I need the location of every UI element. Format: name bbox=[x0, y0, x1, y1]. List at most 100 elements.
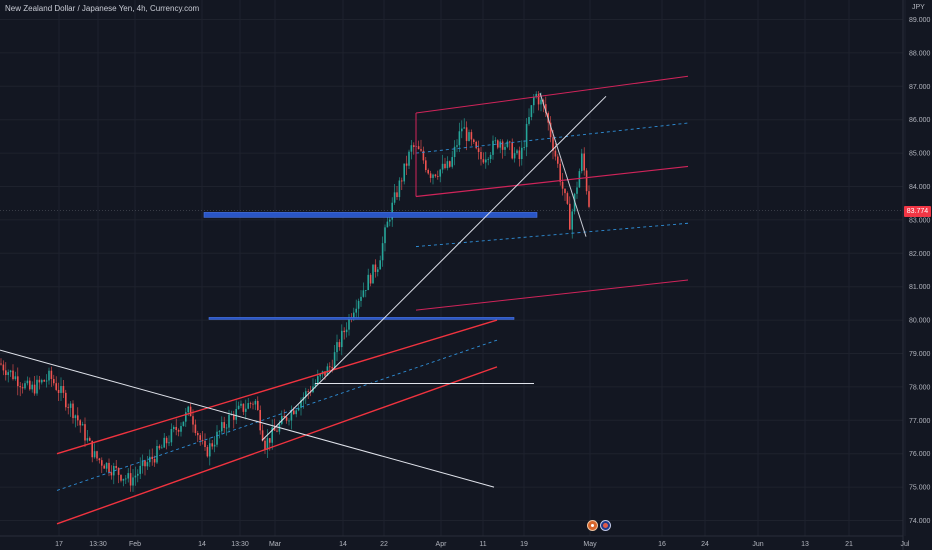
candle-body bbox=[533, 97, 535, 106]
channel-pink-lower bbox=[415, 279, 689, 311]
candle-body bbox=[523, 147, 525, 148]
candle-body bbox=[91, 440, 93, 458]
price-axis[interactable]: 89.000 88.000 87.000 86.000 85.000 84.000 83.0… bbox=[909, 17, 931, 525]
candle-body bbox=[55, 383, 57, 390]
candle-body bbox=[153, 459, 156, 463]
candle-body bbox=[530, 105, 533, 118]
candle-body bbox=[317, 376, 319, 384]
candle-body bbox=[314, 383, 317, 387]
candle-body bbox=[336, 342, 338, 353]
candle-body bbox=[242, 403, 245, 412]
candle-body bbox=[449, 161, 451, 167]
candles bbox=[0, 91, 590, 492]
candle-body bbox=[473, 139, 475, 142]
candle-body bbox=[139, 465, 141, 474]
candle-body bbox=[187, 406, 189, 413]
candle-body bbox=[12, 370, 14, 380]
candle-body bbox=[477, 148, 480, 152]
candle-body bbox=[492, 140, 494, 155]
candle-body bbox=[367, 274, 369, 291]
candle-body bbox=[240, 403, 242, 406]
candle-body bbox=[552, 137, 554, 151]
candle-body bbox=[223, 422, 225, 428]
candle-body bbox=[396, 192, 398, 198]
candle-body bbox=[307, 391, 309, 393]
candle-body bbox=[276, 430, 278, 432]
candle-body bbox=[129, 473, 132, 486]
symbol-title: New Zealand Dollar / Japanese Yen, 4h, C… bbox=[5, 4, 200, 13]
candle-body bbox=[463, 127, 465, 129]
time-axis[interactable]: 17 13:30 Feb 14 13:30 Mar 14 22 Apr 11 19 May 16 24 Ju… bbox=[55, 541, 910, 548]
candle-body bbox=[175, 426, 177, 430]
candle-body bbox=[379, 260, 381, 270]
candle-body bbox=[297, 407, 300, 411]
candle-body bbox=[206, 446, 209, 457]
candle-body bbox=[451, 157, 453, 167]
candle-body bbox=[468, 132, 470, 141]
y-tick-label: 89.000 bbox=[909, 17, 931, 24]
candle-body bbox=[348, 317, 350, 330]
candle-body bbox=[17, 376, 19, 387]
drawings[interactable] bbox=[0, 75, 689, 525]
candle-body bbox=[389, 219, 391, 222]
candle-body bbox=[504, 146, 506, 150]
x-tick-label: 21 bbox=[845, 541, 853, 548]
candle-body bbox=[33, 384, 36, 394]
candle-body bbox=[588, 191, 590, 207]
x-tick-label: Jul bbox=[901, 541, 910, 548]
candle-body bbox=[341, 330, 343, 348]
candle-body bbox=[0, 363, 2, 365]
candle-body bbox=[324, 371, 326, 376]
candle-body bbox=[501, 141, 504, 150]
y-tick-label: 84.000 bbox=[909, 184, 931, 191]
candle-body bbox=[19, 386, 21, 388]
economic-event-icon[interactable] bbox=[600, 520, 611, 531]
candle-body bbox=[249, 403, 252, 404]
channel-red-midline bbox=[56, 339, 498, 491]
currency-label: JPY bbox=[912, 4, 925, 11]
candle-body bbox=[470, 132, 473, 140]
candle-body bbox=[489, 154, 492, 160]
candle-body bbox=[444, 163, 446, 169]
candle-body bbox=[357, 300, 360, 309]
candle-body bbox=[401, 180, 403, 182]
channel-pink-upper bbox=[415, 75, 689, 114]
candle-body bbox=[377, 269, 379, 272]
x-tick-label: Jun bbox=[752, 541, 763, 548]
candle-body bbox=[2, 364, 5, 371]
candle-body bbox=[566, 193, 569, 204]
x-tick-label: 11 bbox=[479, 541, 486, 548]
candle-body bbox=[381, 243, 384, 261]
dividend-event-icon[interactable] bbox=[587, 520, 598, 531]
candle-body bbox=[535, 93, 537, 98]
candle-body bbox=[60, 386, 62, 393]
x-tick-label: May bbox=[583, 541, 597, 548]
x-tick-label: 14 bbox=[339, 541, 347, 548]
candle-body bbox=[497, 140, 499, 148]
candle-body bbox=[513, 153, 516, 159]
y-tick-label: 80.000 bbox=[909, 318, 931, 325]
candle-body bbox=[446, 161, 449, 169]
candle-body bbox=[439, 169, 441, 177]
candle-body bbox=[432, 174, 434, 178]
candle-body bbox=[67, 407, 69, 409]
candle-body bbox=[273, 427, 276, 431]
candle-body bbox=[110, 472, 113, 476]
descending-trendline bbox=[0, 349, 495, 488]
candle-body bbox=[120, 474, 122, 481]
candle-body bbox=[89, 438, 91, 441]
candle-body bbox=[569, 203, 571, 230]
candle-body bbox=[511, 142, 513, 159]
x-tick-label: 13 bbox=[801, 541, 809, 548]
y-tick-label: 81.000 bbox=[909, 284, 931, 291]
candle-body bbox=[261, 430, 264, 441]
candle-body bbox=[578, 171, 581, 188]
candle-body bbox=[247, 403, 249, 409]
candle-body bbox=[427, 170, 429, 174]
candle-body bbox=[127, 473, 129, 479]
candle-body bbox=[218, 431, 221, 433]
candle-body bbox=[185, 412, 187, 422]
candle-body bbox=[437, 176, 439, 177]
candle-body bbox=[57, 389, 60, 393]
